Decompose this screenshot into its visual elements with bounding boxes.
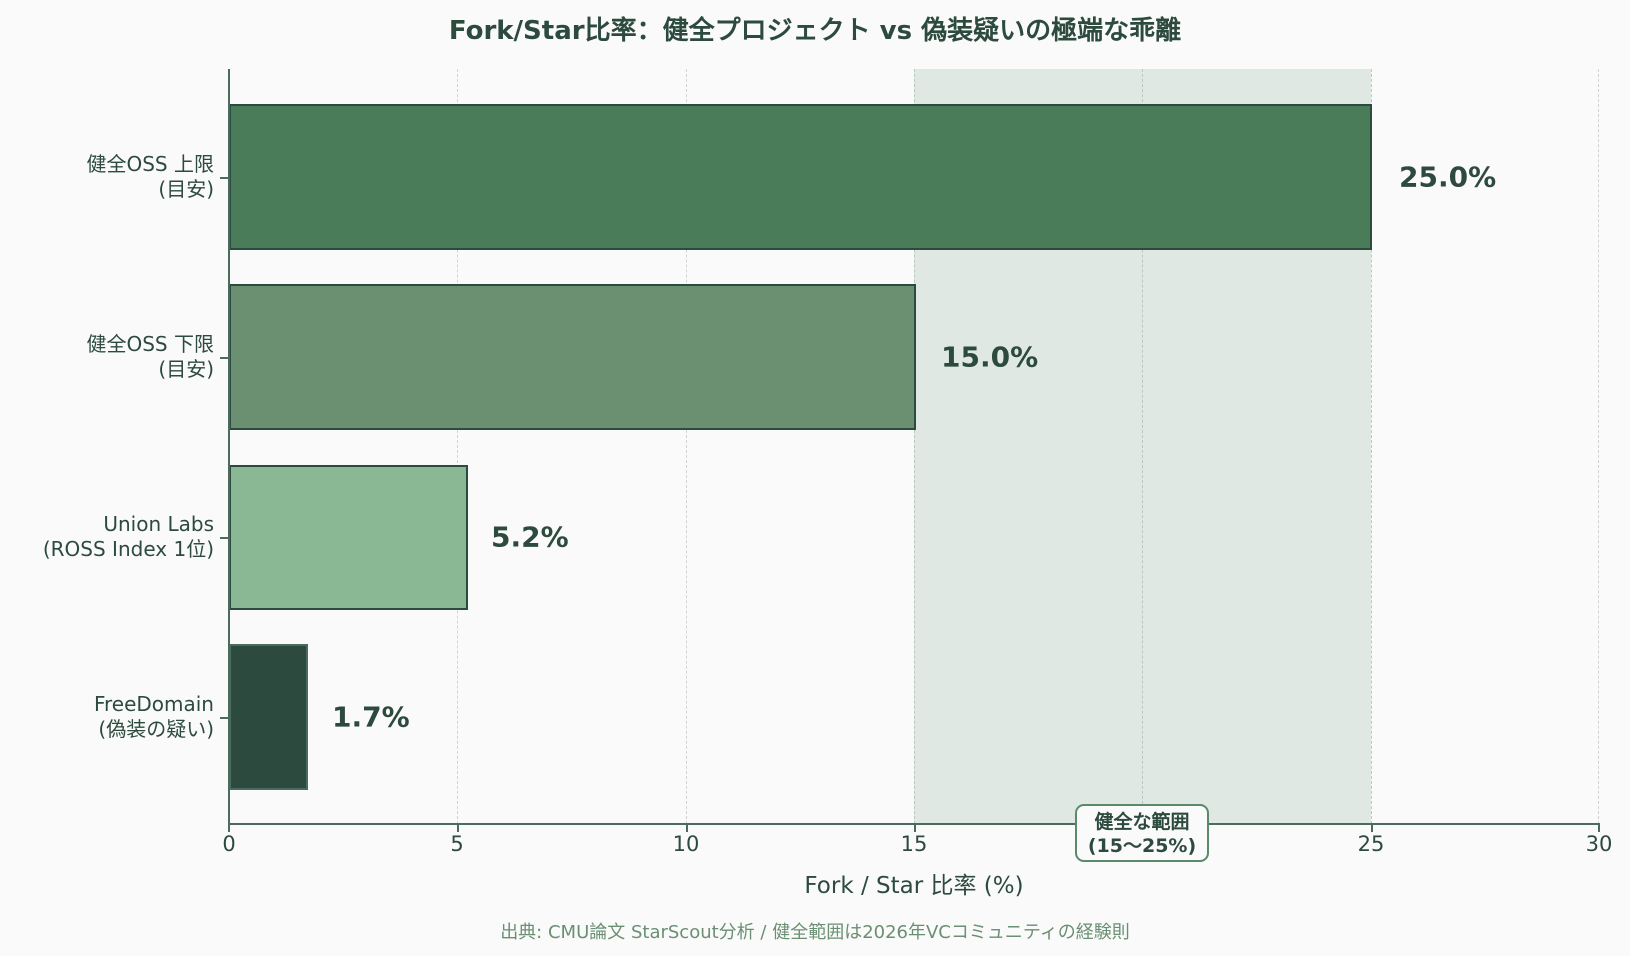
gridline-10 — [686, 69, 687, 824]
value-label-union-labs: 5.2% — [491, 520, 569, 554]
x-tick-label-5: 5 — [450, 832, 464, 856]
value-label-freedomain: 1.7% — [332, 700, 410, 734]
y-tick — [220, 717, 228, 719]
gridline-25 — [1371, 69, 1372, 824]
bar-healthy-lower — [229, 284, 916, 430]
chart-title: Fork/Star比率：健全プロジェクト vs 偽装疑いの極端な乖離 — [448, 16, 1182, 46]
bar-freedomain — [229, 644, 308, 790]
y-tick — [220, 537, 228, 539]
y-label-healthy-lower: 健全OSS 下限 (目安) — [86, 332, 215, 381]
x-tick-0 — [228, 825, 230, 832]
x-tick-label-10: 10 — [672, 832, 700, 856]
source-footer: 出典: CMU論文 StarScout分析 / 健全範囲は2026年VCコミュニ… — [500, 922, 1130, 943]
x-axis-label: Fork / Star 比率 (%) — [804, 873, 1024, 899]
x-tick-30 — [1598, 825, 1600, 832]
x-axis — [228, 823, 1600, 825]
y-tick — [220, 177, 228, 179]
healthy-range-annotation: 健全な範囲 (15〜25%) — [1075, 804, 1209, 862]
bar-union-labs — [229, 465, 468, 610]
x-tick-label-25: 25 — [1357, 832, 1385, 856]
value-label-healthy-upper: 25.0% — [1399, 160, 1497, 194]
x-tick-5 — [457, 825, 459, 832]
gridline-30 — [1598, 69, 1599, 824]
x-tick-label-0: 0 — [222, 832, 236, 856]
x-tick-label-15: 15 — [900, 832, 928, 856]
bar-healthy-upper — [229, 104, 1372, 250]
gridline-5 — [457, 69, 458, 824]
value-label-healthy-lower: 15.0% — [941, 340, 1039, 374]
plot-area: 25.0% 15.0% 5.2% 1.7% — [229, 69, 1599, 824]
y-tick — [220, 357, 228, 359]
x-tick-label-30: 30 — [1585, 832, 1613, 856]
gridline-20 — [1142, 69, 1143, 824]
y-label-healthy-upper: 健全OSS 上限 (目安) — [86, 152, 215, 201]
y-label-freedomain: FreeDomain (偽装の疑い) — [93, 692, 214, 741]
x-tick-15 — [914, 825, 916, 832]
gridline-15 — [914, 69, 915, 824]
x-tick-25 — [1371, 825, 1373, 832]
y-axis — [228, 69, 230, 825]
y-label-union-labs: Union Labs (ROSS Index 1位) — [42, 512, 214, 561]
x-tick-10 — [686, 825, 688, 832]
